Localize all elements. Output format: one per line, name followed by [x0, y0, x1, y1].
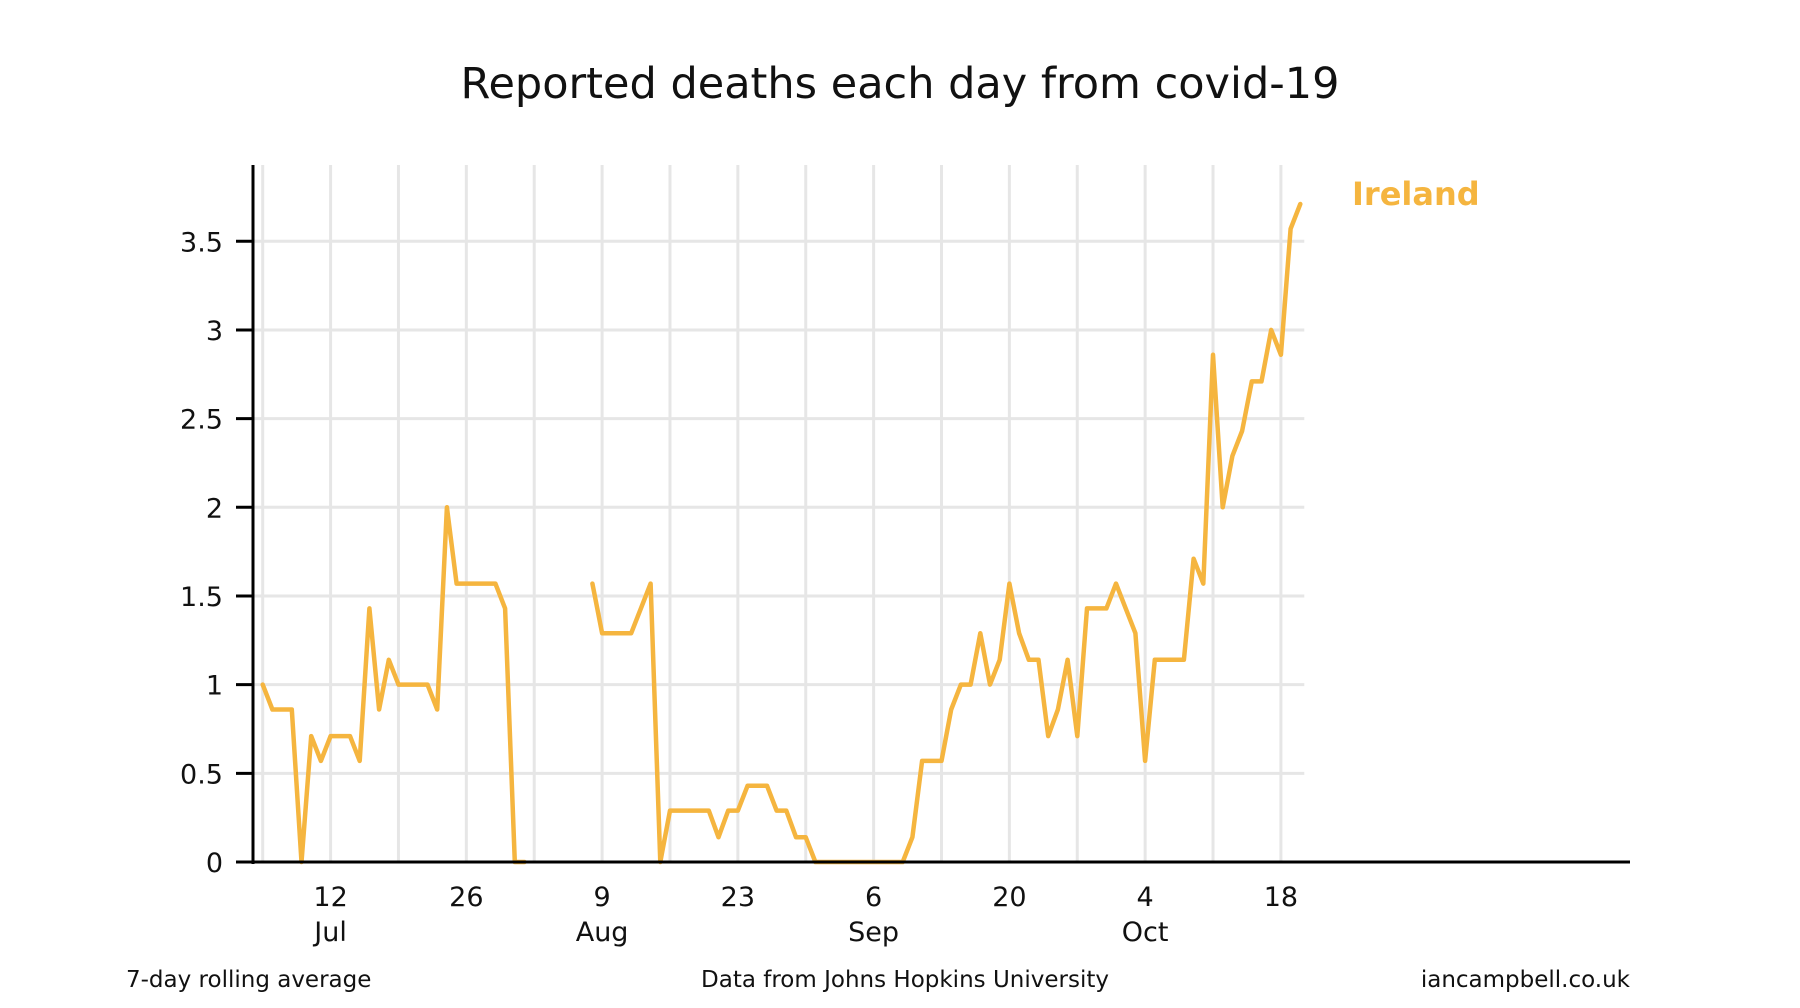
series-line-ireland — [590, 201, 1303, 865]
x-tick-day-label: 9 — [594, 882, 611, 913]
y-tick-label: 3.5 — [180, 227, 223, 258]
x-tick-day-label: 4 — [1137, 882, 1154, 913]
x-tick-day-label: 23 — [721, 882, 755, 913]
y-axis-ticks: 0 0.5 1 1.5 2 2.5 3 3.5 — [180, 227, 253, 879]
x-tick-day-label: 6 — [865, 882, 882, 913]
series-line-ireland — [260, 505, 527, 865]
series-label-ireland: Ireland — [1352, 175, 1480, 213]
y-tick-label: 0 — [206, 848, 223, 879]
footer-data-source: Data from Johns Hopkins University — [701, 967, 1109, 993]
series-layer — [260, 201, 1303, 865]
x-tick-day-label: 26 — [449, 882, 483, 913]
footer-rolling-average-note: 7-day rolling average — [126, 967, 371, 993]
y-tick-label: 0.5 — [180, 759, 223, 790]
x-tick-day-label: 12 — [313, 882, 347, 913]
x-tick-month-label: Jul — [312, 917, 347, 948]
x-tick-month-label: Sep — [848, 917, 899, 948]
footer-site-credit: iancampbell.co.uk — [1421, 967, 1631, 993]
y-tick-label: 1.5 — [180, 582, 223, 613]
y-tick-label: 2 — [206, 493, 223, 524]
x-axis-ticks: 12 Jul 26 9 Aug 23 6 Sep 20 4 Oct 18 — [312, 882, 1298, 948]
y-tick-label: 2.5 — [180, 405, 223, 436]
chart-title: Reported deaths each day from covid-19 — [461, 59, 1340, 109]
x-tick-month-label: Aug — [576, 917, 629, 948]
y-tick-label: 1 — [206, 671, 223, 702]
x-tick-day-label: 20 — [992, 882, 1026, 913]
x-tick-month-label: Oct — [1122, 917, 1169, 948]
y-tick-label: 3 — [206, 316, 223, 347]
x-tick-day-label: 18 — [1264, 882, 1298, 913]
axes — [236, 165, 1630, 864]
